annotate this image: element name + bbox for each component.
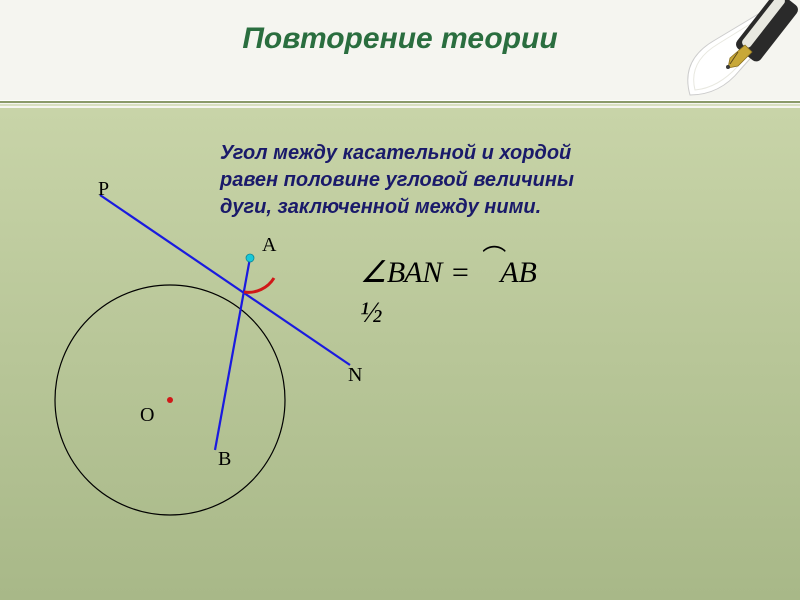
center-dot bbox=[167, 397, 173, 403]
geometry-diagram: P A N B O bbox=[40, 180, 360, 560]
equals: = bbox=[442, 256, 477, 289]
pen-icon bbox=[670, 0, 800, 110]
angle-symbol: ∠ bbox=[360, 256, 387, 289]
tangent-PN bbox=[100, 195, 350, 365]
arc-ab: AB bbox=[500, 256, 537, 290]
label-O: O bbox=[140, 404, 154, 427]
angle-ban: ВАN bbox=[387, 256, 443, 289]
angle-marker bbox=[244, 278, 274, 292]
label-N: N bbox=[348, 364, 362, 387]
point-A-dot bbox=[246, 254, 254, 262]
one-half: ½ bbox=[360, 296, 537, 330]
label-B: B bbox=[218, 448, 231, 471]
label-A: A bbox=[262, 234, 276, 257]
formula: ∠ВАN = AB ½ bbox=[360, 255, 537, 330]
slide: Повторение теории Угол между касательной… bbox=[0, 0, 800, 600]
label-P: P bbox=[98, 178, 109, 201]
theorem-line1: Угол между касательной и хордой bbox=[220, 142, 571, 164]
chord-AB bbox=[215, 258, 250, 450]
